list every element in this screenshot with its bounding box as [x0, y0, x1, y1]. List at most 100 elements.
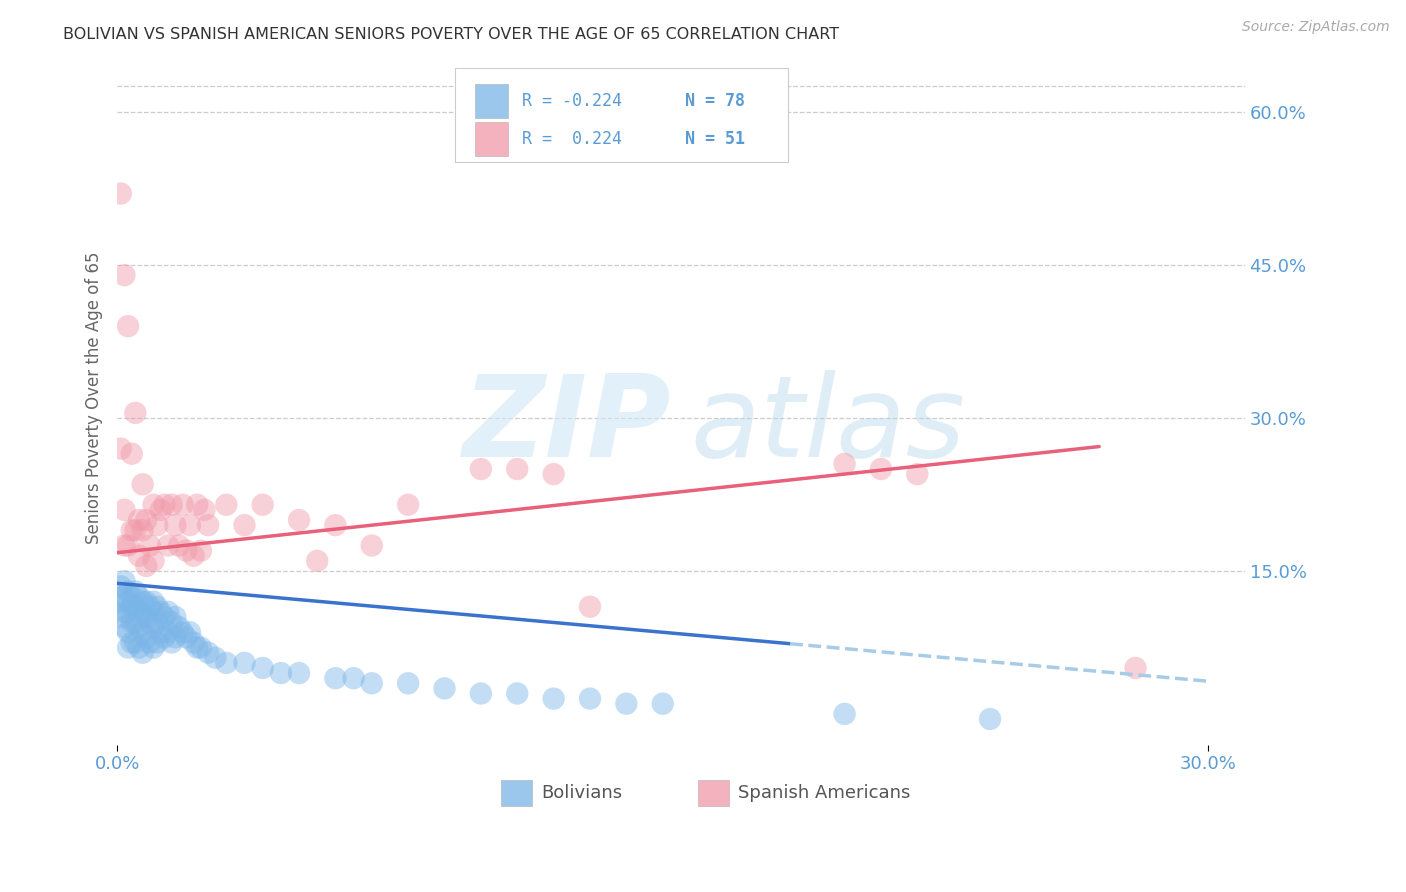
- Point: [186, 640, 208, 655]
- Point: [114, 503, 136, 517]
- Point: [128, 513, 150, 527]
- Text: Bolivians: Bolivians: [541, 784, 623, 802]
- Point: [124, 599, 146, 614]
- Point: [139, 615, 162, 629]
- Point: [870, 462, 893, 476]
- Text: BOLIVIAN VS SPANISH AMERICAN SENIORS POVERTY OVER THE AGE OF 65 CORRELATION CHAR: BOLIVIAN VS SPANISH AMERICAN SENIORS POV…: [63, 27, 839, 42]
- Point: [396, 676, 419, 690]
- Text: N = 51: N = 51: [686, 130, 745, 148]
- Point: [197, 646, 219, 660]
- Point: [579, 691, 602, 706]
- Point: [121, 615, 143, 629]
- Point: [186, 498, 208, 512]
- Point: [905, 467, 928, 482]
- Point: [142, 605, 165, 619]
- Point: [204, 650, 226, 665]
- Point: [131, 625, 153, 640]
- Point: [183, 549, 205, 563]
- Point: [433, 681, 456, 696]
- Point: [117, 640, 139, 655]
- Point: [114, 620, 136, 634]
- Point: [288, 666, 311, 681]
- Point: [135, 610, 157, 624]
- Point: [167, 620, 190, 634]
- Point: [288, 513, 311, 527]
- FancyBboxPatch shape: [456, 68, 787, 161]
- Point: [114, 268, 136, 282]
- Point: [183, 635, 205, 649]
- Point: [396, 498, 419, 512]
- Point: [360, 676, 382, 690]
- Point: [614, 697, 637, 711]
- Point: [179, 518, 201, 533]
- Point: [110, 186, 132, 201]
- Point: [121, 599, 143, 614]
- Point: [114, 539, 136, 553]
- Point: [252, 498, 274, 512]
- Point: [128, 620, 150, 634]
- Point: [146, 635, 169, 649]
- Point: [142, 498, 165, 512]
- Point: [190, 543, 212, 558]
- Point: [124, 523, 146, 537]
- Point: [157, 625, 180, 640]
- Point: [360, 539, 382, 553]
- Point: [233, 656, 256, 670]
- Point: [121, 635, 143, 649]
- Point: [506, 462, 529, 476]
- Point: [167, 539, 190, 553]
- Point: [142, 640, 165, 655]
- Point: [124, 584, 146, 599]
- FancyBboxPatch shape: [697, 780, 730, 806]
- Point: [114, 590, 136, 604]
- Point: [128, 590, 150, 604]
- Point: [110, 610, 132, 624]
- Point: [506, 686, 529, 700]
- Point: [165, 631, 187, 645]
- Point: [142, 595, 165, 609]
- Point: [117, 605, 139, 619]
- Y-axis label: Seniors Poverty Over the Age of 65: Seniors Poverty Over the Age of 65: [86, 252, 103, 544]
- Point: [325, 518, 347, 533]
- Point: [121, 590, 143, 604]
- Point: [124, 635, 146, 649]
- Text: R = -0.224: R = -0.224: [522, 92, 621, 110]
- Point: [543, 467, 565, 482]
- Point: [470, 686, 492, 700]
- Point: [174, 543, 197, 558]
- Point: [121, 447, 143, 461]
- Point: [215, 656, 238, 670]
- Point: [110, 579, 132, 593]
- Point: [146, 615, 169, 629]
- Point: [342, 671, 364, 685]
- Point: [153, 631, 176, 645]
- Point: [135, 558, 157, 573]
- FancyBboxPatch shape: [501, 780, 531, 806]
- Point: [146, 518, 169, 533]
- Point: [135, 595, 157, 609]
- Point: [179, 625, 201, 640]
- Point: [172, 498, 194, 512]
- Point: [117, 539, 139, 553]
- Point: [215, 498, 238, 512]
- Point: [579, 599, 602, 614]
- Point: [160, 615, 183, 629]
- Point: [651, 697, 673, 711]
- Point: [124, 615, 146, 629]
- Point: [470, 462, 492, 476]
- Point: [165, 610, 187, 624]
- Point: [139, 599, 162, 614]
- FancyBboxPatch shape: [475, 122, 509, 156]
- Point: [252, 661, 274, 675]
- Point: [149, 503, 172, 517]
- Point: [139, 539, 162, 553]
- Text: R =  0.224: R = 0.224: [522, 130, 621, 148]
- Point: [270, 666, 292, 681]
- Point: [157, 605, 180, 619]
- Point: [149, 605, 172, 619]
- Text: N = 78: N = 78: [686, 92, 745, 110]
- Point: [153, 610, 176, 624]
- Point: [157, 539, 180, 553]
- Point: [160, 498, 183, 512]
- Point: [165, 518, 187, 533]
